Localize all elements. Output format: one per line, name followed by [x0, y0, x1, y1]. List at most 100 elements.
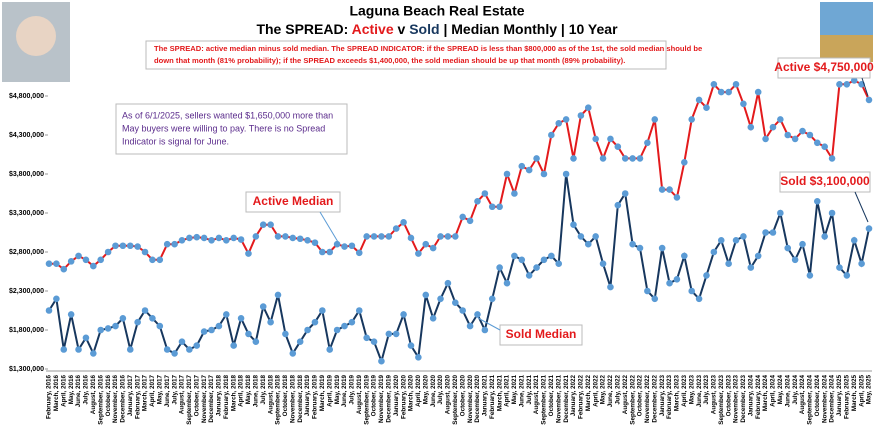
x-tick-label: September, 2022 [629, 375, 636, 425]
data-point [621, 155, 629, 162]
x-tick-label: April, 2016 [60, 375, 67, 407]
data-point [584, 104, 592, 111]
data-point [319, 248, 326, 256]
data-point [710, 248, 718, 256]
data-point [422, 291, 430, 299]
x-tick-label: November, 2016 [112, 375, 119, 423]
data-point [178, 338, 186, 346]
x-tick-label: August, 2022 [622, 375, 629, 415]
data-point [555, 120, 563, 127]
data-point [149, 256, 156, 264]
data-point [267, 221, 274, 228]
data-point [636, 244, 644, 252]
data-point [740, 233, 747, 240]
x-tick-label: September, 2021 [541, 375, 548, 425]
x-tick-label: June, 2020 [430, 375, 437, 408]
x-tick-label: May, 2019 [334, 375, 341, 405]
x-tick-label: January, 2019 [304, 375, 311, 417]
x-tick-label: July, 2021 [526, 375, 533, 405]
data-point [378, 357, 385, 365]
data-point [104, 248, 112, 256]
x-tick-label: December, 2024 [829, 375, 836, 423]
data-point [754, 88, 762, 96]
y-tick-label: $4,300,000 [9, 132, 44, 139]
data-point [267, 318, 274, 326]
data-point [496, 264, 503, 271]
data-point [777, 209, 784, 217]
data-point [828, 209, 836, 217]
x-tick-label: August, 2017 [179, 375, 186, 415]
note-line: Indicator is signal for June. [122, 136, 229, 146]
data-point [644, 287, 651, 295]
data-point [437, 295, 444, 303]
data-point [496, 203, 503, 211]
data-point [82, 256, 90, 264]
x-tick-label: March, 2020 [408, 375, 415, 412]
data-point [245, 330, 252, 338]
x-tick-label: February, 2016 [46, 375, 53, 419]
x-tick-label: August, 2019 [356, 375, 363, 415]
data-point [651, 295, 659, 303]
x-tick-label: February, 2024 [755, 375, 762, 419]
x-tick-label: October, 2019 [371, 375, 378, 417]
description-box [145, 40, 667, 70]
data-point [459, 307, 466, 314]
data-point [355, 307, 363, 314]
x-tick-label: June, 2017 [164, 375, 171, 408]
data-point [186, 346, 193, 353]
y-tick-label: $2,800,000 [9, 249, 44, 256]
data-point [488, 203, 496, 211]
data-point [385, 233, 393, 240]
data-point [400, 311, 407, 318]
x-tick-label: October, 2023 [725, 375, 732, 417]
data-point [134, 243, 141, 250]
data-point [799, 240, 806, 248]
x-tick-label: February, 2017 [134, 375, 141, 419]
x-tick-label: February, 2019 [312, 375, 319, 419]
data-point [304, 237, 311, 244]
data-point [488, 295, 496, 303]
x-tick-label: September, 2020 [452, 375, 459, 425]
x-tick-label: December, 2020 [474, 375, 481, 423]
data-point [821, 143, 828, 150]
data-point [518, 256, 526, 264]
data-point [311, 318, 319, 326]
x-tick-label: July, 2023 [703, 375, 710, 405]
x-tick-label: March, 2021 [496, 375, 503, 412]
data-point [67, 258, 75, 265]
x-tick-label: February, 2025 [844, 375, 851, 419]
data-point [119, 242, 127, 250]
data-point [769, 229, 777, 236]
data-point [813, 139, 821, 147]
data-point [607, 135, 614, 143]
data-point [836, 264, 843, 271]
x-tick-label: June, 2024 [784, 375, 791, 408]
x-tick-label: December, 2019 [385, 375, 392, 423]
x-tick-label: September, 2018 [275, 375, 282, 425]
data-point [415, 250, 422, 257]
description-line: down that month (81% probability); if th… [154, 56, 625, 65]
x-tick-label: May, 2024 [777, 375, 784, 405]
x-tick-label: July, 2016 [83, 375, 90, 405]
annotation-box [777, 57, 871, 79]
y-tick-label: $3,800,000 [9, 171, 44, 178]
data-point [695, 295, 703, 303]
data-point [452, 233, 459, 240]
y-tick-label: $1,800,000 [9, 327, 44, 334]
data-point [215, 234, 223, 242]
x-tick-label: December, 2021 [563, 375, 570, 423]
data-point [67, 311, 75, 318]
x-tick-label: June, 2021 [518, 375, 525, 408]
x-tick-label: April, 2021 [504, 375, 511, 407]
data-point [858, 260, 865, 268]
x-tick-label: July, 2018 [260, 375, 267, 405]
x-tick-label: February, 2022 [578, 375, 585, 419]
data-point [363, 334, 370, 342]
data-point [90, 262, 97, 270]
data-point [747, 123, 755, 131]
x-tick-label: September, 2024 [807, 375, 814, 425]
data-point [525, 166, 533, 174]
y-tick-label: $4,800,000 [9, 93, 44, 100]
data-point [836, 81, 843, 88]
